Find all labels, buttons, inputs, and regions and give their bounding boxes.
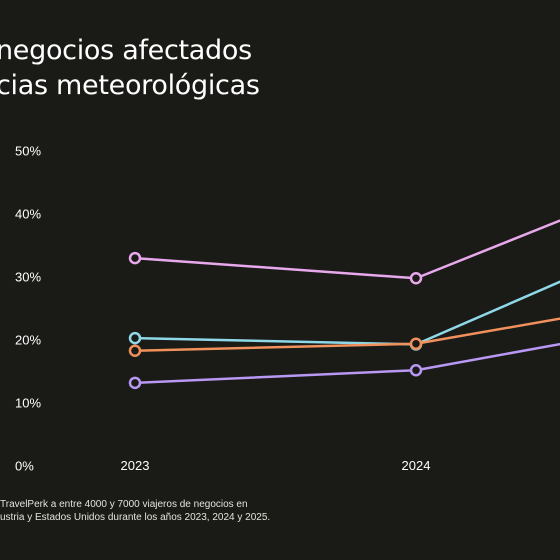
series-line: [134, 317, 560, 352]
footnote-line-2: ustria y Estados Unidos durante los años…: [0, 512, 271, 523]
chart-title-line-2: cias meteorológicas: [0, 70, 260, 101]
x-axis-ticks: 2023 2024: [121, 458, 431, 473]
y-tick-label: 30%: [15, 270, 41, 285]
data-point: [128, 251, 142, 265]
footnote-line-1: TravelPerk a entre 4000 y 7000 viajeros …: [0, 499, 248, 510]
data-point: [409, 363, 423, 377]
series-line: [134, 219, 560, 280]
data-point: [128, 376, 142, 390]
series-line: [134, 280, 560, 346]
series-3: [128, 317, 560, 357]
y-tick-label: 40%: [15, 207, 41, 222]
chart-title-line-1: negocios afectados: [0, 35, 252, 66]
x-tick-label: 2024: [402, 458, 431, 473]
data-point: [128, 331, 142, 345]
series-2: [128, 280, 560, 351]
x-tick-label: 2023: [121, 458, 150, 473]
y-tick-label: 0%: [15, 459, 34, 474]
y-tick-label: 50%: [15, 144, 41, 159]
y-tick-label: 10%: [15, 396, 41, 411]
data-point: [409, 272, 423, 285]
y-axis-ticks: 0% 10% 20% 30% 40% 50%: [15, 144, 41, 474]
y-tick-label: 20%: [15, 333, 41, 348]
series-1: [128, 219, 560, 285]
data-point: [128, 344, 142, 357]
series-layer: [128, 219, 560, 390]
data-point: [409, 337, 423, 351]
series-4: [128, 342, 560, 390]
